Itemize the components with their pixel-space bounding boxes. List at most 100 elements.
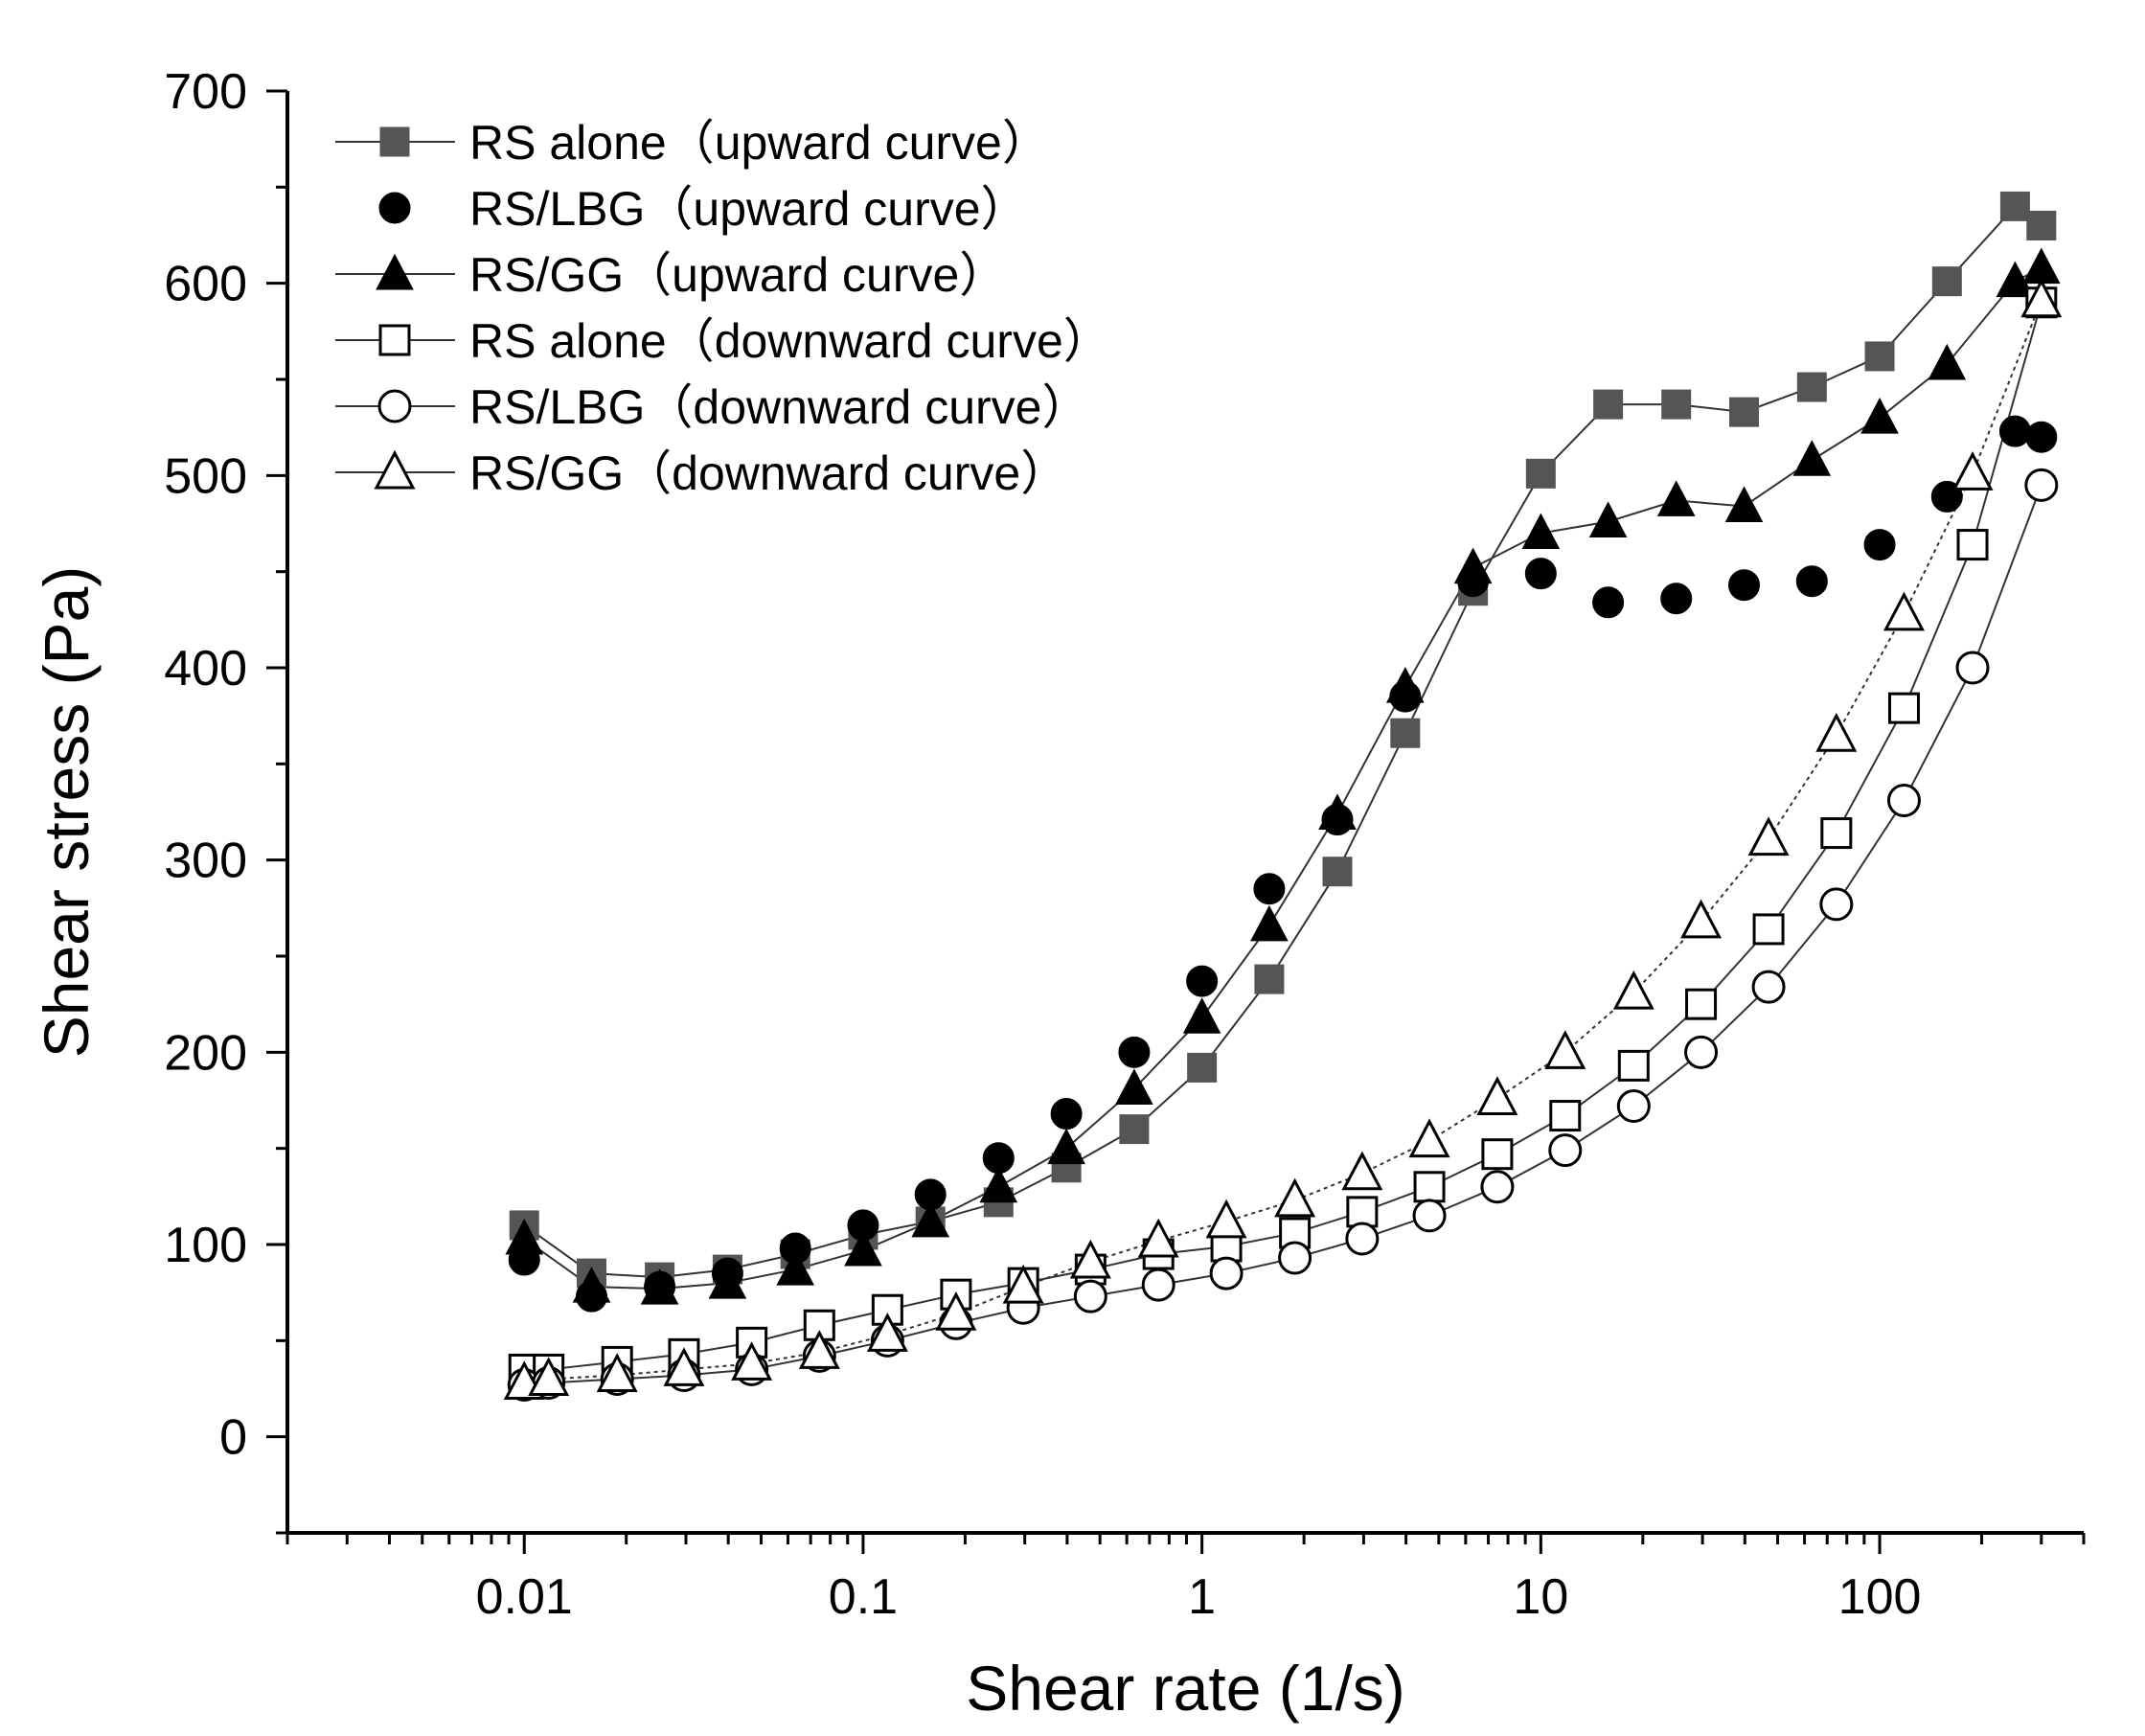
rs-gg-down-point: [663, 1347, 705, 1386]
rs-lbg-up-point: [1863, 529, 1896, 561]
rs-alone-up-point: [1322, 857, 1353, 887]
series-markers: [503, 191, 2063, 1402]
x-axis-title: Shear rate (1/s): [966, 1653, 1405, 1724]
rs-gg-up-point: [2021, 247, 2061, 285]
rs-alone-up-point: [2026, 210, 2057, 240]
rs-gg-down-point: [866, 1313, 908, 1352]
rs-gg-up-point: [911, 1200, 950, 1238]
rs-lbg-down-point: [1819, 887, 1854, 922]
rs-lbg-up-point: [1998, 415, 2031, 447]
rs-gg-up-point: [1792, 440, 1832, 476]
rs-gg-down-point: [1815, 713, 1858, 752]
rs-gg-up-point: [1928, 343, 1967, 380]
legend-marker: [378, 192, 411, 224]
y-tick-label: 700: [164, 64, 247, 120]
rs-gg-down-point: [1680, 899, 1723, 939]
rs-alone-up-point: [1796, 372, 1827, 402]
rs-lbg-down-point: [1209, 1256, 1244, 1291]
rs-gg-up-point: [1250, 904, 1289, 942]
rs-gg-down-point: [596, 1353, 638, 1392]
legend-marker: [378, 324, 411, 356]
x-tick-label: 10: [1513, 1569, 1568, 1625]
rs-gg-down-point: [1002, 1264, 1044, 1304]
rs-lbg-up-point: [1118, 1036, 1151, 1068]
rs-gg-up-point: [708, 1263, 747, 1299]
x-tick-label: 0.01: [476, 1569, 573, 1625]
rs-alone-up-point: [1187, 1052, 1218, 1083]
x-tick-label: 0.1: [829, 1569, 898, 1625]
rs-lbg-up-point: [1795, 565, 1828, 598]
rs-lbg-down-point: [1955, 651, 1990, 685]
rs-lbg-up-point: [1524, 558, 1557, 590]
rs-lbg-down-point: [1278, 1241, 1312, 1275]
rs-gg-down-point: [1476, 1076, 1518, 1115]
rs-gg-down-point: [2020, 278, 2063, 318]
rs-gg-down-point: [731, 1341, 773, 1381]
rs-alone-up-point: [1661, 389, 1692, 420]
rs-gg-up-point: [979, 1166, 1018, 1203]
rs-alone-down-point: [1820, 817, 1853, 850]
x-ticks: 0.01 0.1 1 10 100: [285, 1533, 2086, 1625]
rs-gg-up-point: [844, 1229, 882, 1267]
rs-lbg-down-point: [1141, 1268, 1175, 1302]
rs-gg-down-point: [935, 1291, 977, 1331]
rs-gg-down-point: [1747, 816, 1790, 857]
rs-gg-down-point: [1137, 1218, 1179, 1258]
rs-lbg-up-point: [1728, 569, 1761, 602]
y-tick-label: 600: [164, 257, 247, 312]
rs-gg-down-point: [1951, 451, 1994, 491]
rs-gg-down-point: [528, 1357, 570, 1396]
rs-alone-up-point: [1931, 266, 1962, 297]
rs-gg-up-point: [1182, 997, 1221, 1034]
rs-alone-down-point: [803, 1309, 835, 1341]
rs-lbg-down-point: [2024, 468, 2059, 502]
rs-gg-up-point: [1318, 793, 1357, 831]
rs-gg-up-point: [1453, 547, 1493, 584]
y-ticks: 0 100 200 300 400 500 600 700: [164, 64, 287, 1535]
rs-alone-down-point: [1481, 1138, 1514, 1171]
rs-gg-down-point: [798, 1330, 840, 1369]
rs-gg-up-point: [1521, 513, 1561, 550]
rs-lbg-up-point: [1186, 965, 1219, 997]
axes: 0 100 200 300 400 500 600 700 0.01 0.1 1 10 100: [164, 64, 2086, 1625]
rs-lbg-down-point: [1616, 1089, 1651, 1124]
rs-alone-down-point: [1549, 1100, 1582, 1132]
rs-gg-up-point: [1996, 261, 2035, 298]
legend-marker: [379, 126, 410, 157]
rs-lbg-down-point: [1751, 970, 1786, 1004]
rs-alone-down-point: [1346, 1196, 1379, 1228]
legend-marker: [374, 449, 416, 490]
rs-lbg-down-point: [1480, 1170, 1515, 1204]
rs-lbg-down-point: [1073, 1279, 1107, 1313]
legend: RS alone（upward curve） RS/LBG（upward curv…: [335, 116, 1111, 500]
rs-alone-up-point: [1999, 191, 2030, 221]
y-tick-label: 500: [164, 448, 247, 504]
rs-gg-up-point: [505, 1218, 544, 1255]
rs-lbg-down-point: [1412, 1199, 1447, 1233]
rs-alone-up-point: [1593, 389, 1624, 420]
rs-lbg-down-point: [1886, 783, 1921, 817]
rs-lbg-up-point: [1253, 873, 1286, 905]
rs-alone-up-point: [1254, 964, 1285, 994]
rs-gg-up-point: [1588, 501, 1628, 537]
rs-gg-down-point: [1274, 1177, 1316, 1218]
y-tick-label: 100: [164, 1218, 247, 1273]
rs-lbg-up-point: [1660, 582, 1693, 615]
rs-gg-up-point: [1860, 398, 1899, 434]
rs-lbg-up-point: [1050, 1098, 1083, 1131]
rs-gg-up-point: [776, 1249, 815, 1286]
rs-gg-down-point: [1612, 970, 1654, 1010]
legend-marker: [377, 389, 412, 423]
rs-lbg-up-point: [2025, 421, 2058, 453]
rs-alone-down-point: [1752, 913, 1785, 946]
rs-alone-up-point: [1729, 397, 1760, 427]
rs-gg-down-point: [1341, 1151, 1383, 1191]
rs-lbg-down-point: [1345, 1222, 1380, 1256]
legend-label: RS/GG（upward curve）: [469, 248, 1007, 302]
y-axis-title: Shear stress (Pa): [31, 566, 102, 1059]
legend-label: RS/GG（downward curve）: [469, 446, 1068, 500]
rs-alone-down-point: [1685, 988, 1718, 1020]
rs-gg-up-point: [640, 1268, 679, 1305]
y-tick-label: 0: [219, 1410, 247, 1466]
